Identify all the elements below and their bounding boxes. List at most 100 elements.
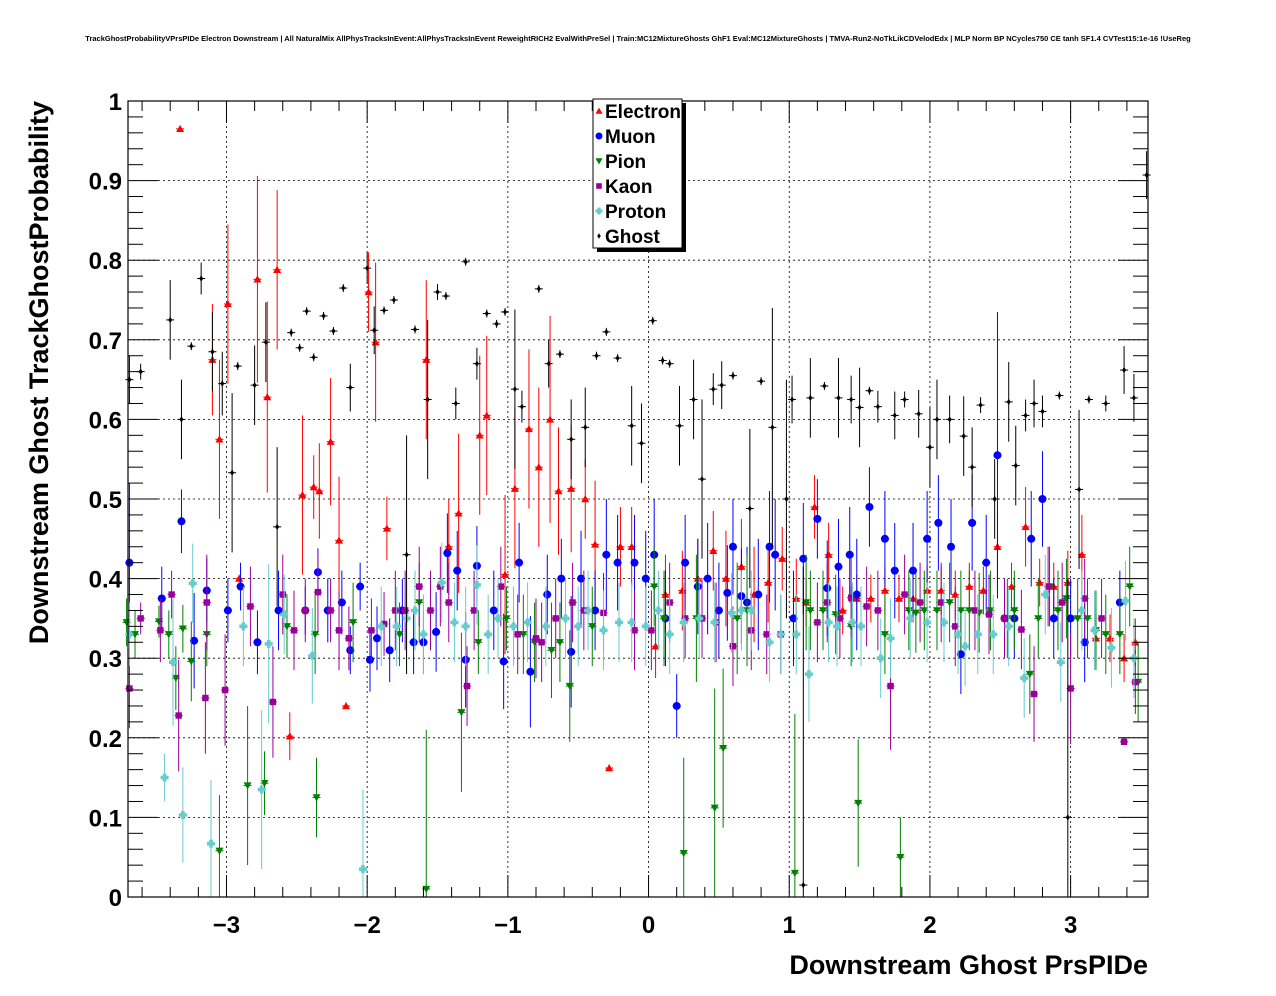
data-point [896, 817, 905, 897]
data-point [544, 339, 553, 388]
data-point-marker [711, 385, 716, 393]
data-point-marker [595, 107, 603, 114]
data-point [510, 309, 519, 469]
data-point-marker [965, 607, 974, 615]
data-point-marker [876, 654, 885, 663]
data-point-marker [168, 591, 175, 598]
data-point [326, 578, 335, 643]
data-point [461, 586, 470, 667]
data-point-marker [1120, 738, 1128, 745]
data-point-marker [875, 403, 880, 410]
data-point [900, 391, 909, 408]
data-point-marker [604, 328, 609, 336]
data-point-marker [1023, 412, 1028, 419]
data-point-marker [348, 384, 353, 391]
data-point-marker [747, 505, 752, 512]
data-point-marker [808, 394, 813, 402]
data-point [523, 582, 532, 663]
data-point-marker [574, 622, 583, 631]
data-point [534, 284, 543, 293]
data-point-marker [902, 396, 907, 403]
data-point [947, 499, 956, 595]
data-point-marker [236, 582, 245, 591]
data-point [934, 475, 943, 571]
data-point [509, 586, 518, 667]
data-point [679, 582, 688, 663]
data-point [1107, 608, 1116, 688]
data-point-marker [693, 582, 702, 591]
data-point [1120, 738, 1129, 745]
data-point [613, 354, 622, 363]
data-point [1121, 561, 1130, 641]
data-point-marker [346, 646, 355, 655]
data-point [710, 688, 719, 897]
data-point-marker [368, 627, 375, 634]
y-tick-label: 0.5 [89, 487, 122, 514]
data-point [177, 379, 186, 460]
data-point [450, 582, 459, 663]
data-point-marker [723, 588, 732, 597]
data-point [1063, 578, 1072, 897]
data-point [1120, 346, 1129, 394]
data-point [923, 491, 932, 587]
data-point [274, 570, 283, 651]
data-point [546, 315, 555, 523]
data-point-marker [945, 599, 954, 607]
data-point [745, 428, 754, 589]
data-point-marker [759, 377, 764, 385]
data-point [605, 764, 614, 772]
data-point [502, 586, 511, 651]
data-point-marker [703, 574, 712, 583]
data-point [1038, 395, 1047, 428]
data-point-marker [302, 607, 309, 614]
data-point [285, 712, 294, 761]
data-point [890, 391, 899, 440]
data-point-marker [595, 207, 603, 215]
data-point-marker [263, 338, 268, 346]
data-point [778, 526, 787, 591]
data-point-marker [672, 701, 681, 710]
data-point [233, 362, 242, 371]
data-point-marker [993, 451, 1002, 460]
data-point-marker [335, 536, 344, 544]
data-point-marker [836, 394, 841, 402]
data-point [989, 594, 998, 675]
data-point [223, 224, 232, 384]
data-point-marker [679, 850, 688, 858]
data-point-marker [1044, 583, 1052, 590]
data-point-marker [220, 380, 225, 387]
data-point-marker [790, 869, 799, 878]
series-ghost [125, 151, 1151, 897]
data-point-marker [613, 558, 622, 567]
data-point-marker [1049, 614, 1058, 623]
data-point-marker [327, 607, 334, 614]
data-point-marker [443, 549, 452, 558]
data-point [1030, 379, 1039, 428]
data-point [1010, 570, 1019, 651]
data-point [1000, 578, 1009, 659]
data-point [268, 646, 277, 758]
data-point [197, 262, 206, 295]
legend-item-pion: Pion [595, 152, 646, 173]
data-point-marker [377, 622, 386, 631]
data-point-marker [257, 785, 266, 794]
data-point-marker [1106, 634, 1115, 642]
data-point [834, 358, 843, 438]
data-point-marker [880, 631, 889, 639]
data-point [363, 252, 372, 285]
data-point-marker [304, 307, 309, 315]
data-point [768, 307, 777, 547]
data-point-marker [1057, 392, 1062, 399]
data-point-marker [239, 622, 248, 631]
data-point [370, 306, 379, 355]
data-point [1017, 589, 1026, 670]
data-point [494, 578, 503, 659]
data-point-marker [311, 631, 320, 639]
data-point [313, 552, 322, 632]
data-point-marker [886, 634, 895, 643]
data-point [873, 390, 882, 423]
data-point-marker [719, 381, 724, 389]
data-point-marker [392, 607, 399, 614]
data-point [813, 479, 822, 559]
data-point [613, 514, 622, 611]
